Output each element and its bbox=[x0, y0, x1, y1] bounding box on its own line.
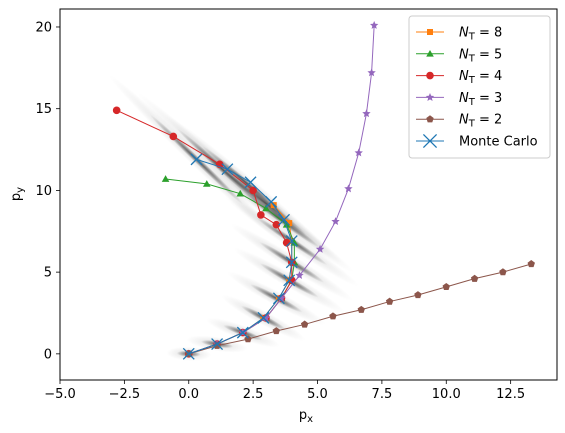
marker-circle bbox=[169, 132, 178, 141]
marker-pentagon bbox=[527, 260, 535, 268]
series-layer bbox=[112, 20, 535, 360]
marker-pentagon bbox=[357, 305, 365, 313]
y-tick-label: 20 bbox=[35, 20, 52, 35]
legend-label: Monte Carlo bbox=[459, 135, 538, 150]
legend-entry: NT = 5 bbox=[416, 47, 502, 64]
marker-x bbox=[257, 311, 270, 324]
marker-triangle bbox=[282, 220, 291, 228]
legend-label: NT = 5 bbox=[459, 47, 502, 64]
marker-pentagon bbox=[329, 312, 337, 320]
marker-pentagon bbox=[499, 268, 507, 276]
x-tick-label: 7.5 bbox=[372, 387, 393, 402]
x-tick-label: 0.0 bbox=[178, 387, 199, 402]
marker-star bbox=[367, 68, 376, 77]
x-tick-label: 10.0 bbox=[432, 387, 461, 402]
marker-triangle bbox=[426, 50, 434, 57]
marker-x bbox=[221, 163, 234, 176]
legend: NT = 8 NT = 5 NT = 4 NT = 3 NT = 2 Monte Carl… bbox=[408, 15, 551, 159]
legend-label: NT = 4 bbox=[459, 69, 502, 86]
marker-square bbox=[427, 29, 433, 35]
series-5 bbox=[182, 153, 298, 360]
marker-triangle bbox=[290, 238, 299, 246]
x-tick-label: −2.5 bbox=[109, 387, 141, 402]
marker-x bbox=[272, 292, 285, 305]
marker-pentagon bbox=[244, 335, 252, 343]
marker-circle bbox=[426, 71, 434, 80]
x-tick-label: 5.0 bbox=[307, 387, 328, 402]
marker-pentagon bbox=[385, 297, 394, 305]
y-tick-label: 5 bbox=[44, 266, 52, 281]
y-tick-label: 15 bbox=[35, 102, 52, 117]
marker-pentagon bbox=[470, 274, 479, 282]
marker-triangle bbox=[262, 204, 270, 212]
marker-triangle bbox=[202, 180, 211, 187]
legend-entry: NT = 4 bbox=[416, 69, 502, 86]
marker-circle bbox=[249, 186, 257, 195]
marker-star bbox=[369, 20, 379, 29]
marker-x bbox=[285, 235, 298, 248]
legend-label: NT = 3 bbox=[459, 91, 502, 108]
y-tick-label: 10 bbox=[35, 184, 52, 199]
x-tick-label: −5.0 bbox=[44, 387, 76, 402]
marker-pentagon bbox=[442, 282, 450, 290]
marker-pentagon bbox=[414, 291, 422, 299]
x-tick-label: 2.5 bbox=[243, 387, 264, 402]
legend-entry: NT = 3 bbox=[416, 91, 502, 108]
marker-triangle bbox=[236, 189, 245, 197]
marker-pentagon bbox=[272, 327, 281, 335]
marker-x bbox=[182, 347, 195, 360]
x-axis-label: px bbox=[299, 408, 313, 425]
legend-box bbox=[408, 15, 551, 159]
marker-square bbox=[286, 220, 293, 227]
marker-star bbox=[362, 109, 371, 118]
marker-pentagon bbox=[300, 320, 309, 328]
marker-x bbox=[283, 274, 296, 287]
marker-x bbox=[211, 338, 224, 351]
y-tick-label: 0 bbox=[44, 347, 52, 362]
legend-label: NT = 2 bbox=[459, 113, 502, 130]
y-axis-label: py bbox=[9, 187, 26, 201]
marker-circle bbox=[112, 106, 121, 115]
marker-x bbox=[265, 195, 278, 208]
legend-entry: Monte Carlo bbox=[416, 133, 538, 150]
marker-x bbox=[244, 176, 257, 189]
marker-star bbox=[315, 244, 325, 253]
marker-x bbox=[422, 133, 438, 149]
density-core bbox=[177, 128, 268, 210]
marker-star bbox=[354, 148, 363, 157]
marker-star bbox=[295, 271, 304, 279]
marker-star bbox=[331, 217, 340, 226]
marker-x bbox=[236, 326, 249, 339]
marker-x bbox=[278, 213, 290, 226]
density-clouds bbox=[108, 74, 359, 361]
legend-label: NT = 8 bbox=[459, 26, 502, 43]
legend-entry: NT = 8 bbox=[416, 26, 502, 43]
marker-circle bbox=[272, 220, 281, 229]
marker-star bbox=[425, 93, 435, 101]
marker-star bbox=[344, 184, 353, 193]
marker-circle bbox=[257, 211, 265, 219]
x-axis: −5.0 −2.5 0.0 2.5 5.0 7.5 10.0 12.5 bbox=[44, 380, 525, 402]
marker-star bbox=[277, 293, 286, 302]
marker-x bbox=[190, 153, 203, 166]
marker-x bbox=[285, 256, 298, 269]
marker-triangle bbox=[161, 175, 170, 182]
y-axis: 0 5 10 15 20 bbox=[35, 20, 60, 362]
marker-pentagon bbox=[426, 115, 434, 123]
marker-star bbox=[261, 313, 271, 322]
legend-entry: NT = 2 bbox=[416, 113, 502, 130]
plot-frame bbox=[59, 8, 558, 381]
x-tick-label: 12.5 bbox=[496, 387, 525, 402]
